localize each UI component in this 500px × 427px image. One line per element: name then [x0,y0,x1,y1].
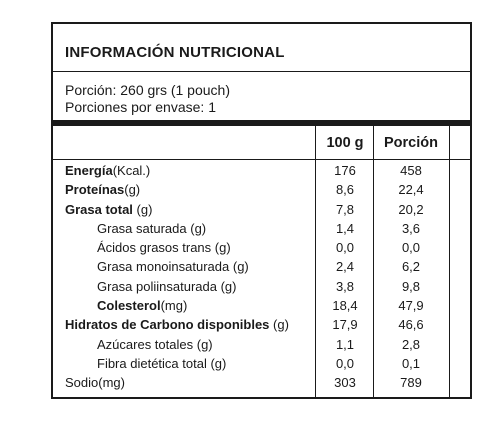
nutrient-table: Energía(Kcal.) 176 458 Proteínas(g) 8,6 … [53,161,470,393]
nutrient-unit: (g) [220,278,237,294]
column-divider-left [315,126,316,397]
value-serving: 2,8 [401,336,421,352]
nutrient-unit: (g) [124,182,141,198]
value-100g: 1,4 [335,220,355,236]
value-serving: 9,8 [401,278,421,294]
row-azucares-totales: Azúcares totales (g) 1,1 2,8 [53,335,470,354]
value-100g: 176 [334,163,356,178]
nutrient-name: Azúcares totales [97,336,194,352]
value-100g: 1,1 [335,336,355,352]
nutrient-unit: (g) [214,240,231,256]
title-divider [53,71,470,72]
serving-size: Porción: 260 grs (1 pouch) [65,82,230,98]
nutrient-unit: (g) [273,317,289,333]
value-100g: 0,0 [335,240,355,256]
value-serving: 0,0 [401,240,421,256]
row-grasa-saturada: Grasa saturada (g) 1,4 3,6 [53,219,470,238]
nutrient-unit: (Kcal.) [112,163,151,178]
value-serving: 3,6 [401,220,421,236]
nutrient-name: Grasa monoinsaturada [97,259,230,275]
value-serving: 22,4 [398,182,424,198]
serving-info: Porción: 260 grs (1 pouch) Porciones por… [65,82,230,116]
nutrient-unit: (g) [196,336,213,352]
nutrient-name: Fibra dietética total [97,355,207,371]
serving-divider [53,120,470,126]
row-hidratos-de-carbono: Hidratos de Carbono disponibles (g) 17,9… [53,315,470,334]
nutrient-name: Energía [65,163,113,178]
row-fibra-dietetica: Fibra dietética total (g) 0,0 0,1 [53,354,470,373]
row-grasa-poliinsaturada: Grasa poliinsaturada (g) 3,8 9,8 [53,277,470,296]
servings-per-container: Porciones por envase: 1 [65,99,216,115]
value-100g: 303 [334,375,356,391]
value-serving: 789 [400,375,422,391]
nutrition-title: INFORMACIÓN NUTRICIONAL [65,44,285,61]
nutrition-facts-panel: INFORMACIÓN NUTRICIONAL Porción: 260 grs… [51,22,472,399]
value-serving: 47,9 [398,298,424,314]
nutrient-unit: (g) [210,355,227,371]
nutrient-name: Colesterol [97,298,161,314]
row-sodio: Sodio(mg) 303 789 [53,373,470,392]
column-divider-right [449,126,450,397]
column-header-serving: Porción [384,135,438,151]
value-serving: 6,2 [401,259,421,275]
value-100g: 2,4 [335,259,355,275]
nutrient-unit: (g) [136,201,153,217]
nutrient-name: Grasa poliinsaturada [97,278,217,294]
value-100g: 0,0 [335,355,355,371]
nutrient-name: Proteínas [65,182,125,198]
row-grasa-total: Grasa total (g) 7,8 20,2 [53,200,470,219]
row-proteinas: Proteínas(g) 8,6 22,4 [53,180,470,199]
row-energia: Energía(Kcal.) 176 458 [53,161,470,180]
nutrient-name: Grasa saturada [97,220,187,236]
row-grasa-monoinsaturada: Grasa monoinsaturada (g) 2,4 6,2 [53,257,470,276]
row-colesterol: Colesterol(mg) 18,4 47,9 [53,296,470,315]
value-100g: 8,6 [335,182,355,198]
nutrient-unit: (g) [232,259,249,275]
nutrient-name: Hidratos de Carbono disponibles [65,317,270,333]
value-serving: 46,6 [398,317,424,333]
nutrient-unit: (g) [190,220,207,236]
value-100g: 3,8 [335,278,355,294]
nutrient-name: Grasa total [65,201,133,217]
value-100g: 17,9 [332,317,358,333]
value-100g: 7,8 [335,201,355,217]
row-acidos-grasos-trans: Ácidos grasos trans (g) 0,0 0,0 [53,238,470,257]
value-100g: 18,4 [332,298,358,314]
nutrient-unit: (mg) [160,298,188,314]
column-divider-mid [373,126,374,397]
column-header-100g: 100 g [326,135,364,151]
value-serving: 458 [400,163,422,178]
nutrient-name: Ácidos grasos trans [97,240,212,256]
header-divider [53,159,470,160]
value-serving: 20,2 [398,201,424,217]
value-serving: 0,1 [401,355,421,371]
nutrient-unit: (mg) [98,375,125,391]
nutrient-name: Sodio [65,375,99,391]
